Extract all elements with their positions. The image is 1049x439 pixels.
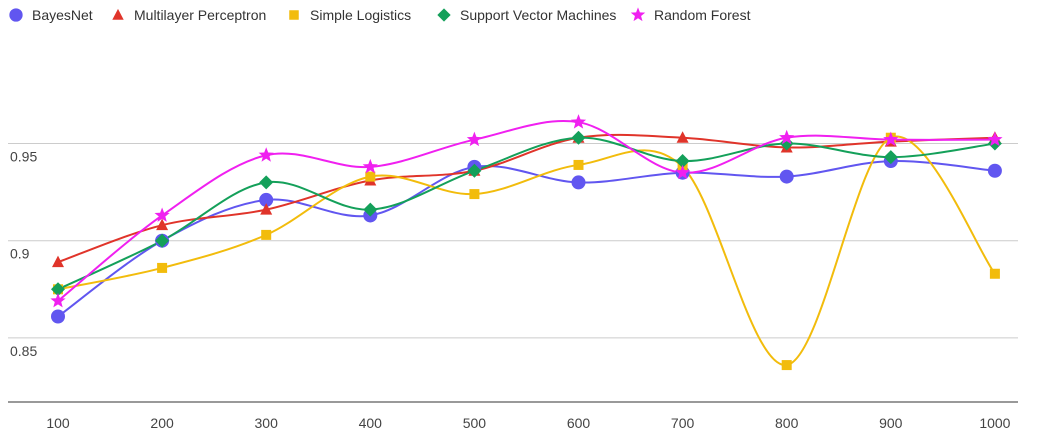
data-point-random-forest <box>50 292 66 308</box>
x-axis-ticks: 100 200 300 400 500 600 700 800 900 1000 <box>46 415 1010 431</box>
legend-item-multilayer-perceptron: Multilayer Perceptron <box>112 7 266 23</box>
series-lines <box>57 120 996 367</box>
x-tick-label: 600 <box>567 415 591 431</box>
legend-marker-bayesnet <box>9 8 23 22</box>
data-point-simple-logistics <box>989 268 1000 279</box>
x-tick-label: 800 <box>775 415 799 431</box>
series-line-bayesnet <box>57 160 995 318</box>
legend-label: Multilayer Perceptron <box>134 7 266 23</box>
series-line-random-forest <box>57 120 995 302</box>
y-axis-ticks: 0.85 0.9 0.95 <box>10 149 37 359</box>
data-point-multilayer-perceptron <box>676 131 689 143</box>
data-point-simple-logistics <box>365 171 376 182</box>
data-point-random-forest <box>258 147 274 162</box>
data-point-multilayer-perceptron <box>156 218 169 231</box>
y-tick-label: 0.85 <box>10 343 37 359</box>
data-point-simple-logistics <box>261 229 272 240</box>
data-point-multilayer-perceptron <box>52 255 64 268</box>
y-tick-label: 0.9 <box>10 246 30 262</box>
data-point-random-forest <box>362 158 378 174</box>
data-point-support-vector-machines <box>883 150 898 165</box>
x-tick-label: 900 <box>879 415 903 431</box>
legend-marker-support-vector-machines <box>437 8 451 22</box>
data-point-bayesnet <box>571 175 586 190</box>
data-point-simple-logistics <box>157 262 168 273</box>
data-point-support-vector-machines <box>155 233 170 248</box>
legend-label: Simple Logistics <box>310 7 411 23</box>
legend-label: Support Vector Machines <box>460 7 616 23</box>
legend-item-simple-logistics: Simple Logistics <box>289 7 411 23</box>
series-line-simple-logistics <box>57 135 996 367</box>
data-point-simple-logistics <box>469 189 480 200</box>
data-point-random-forest <box>570 114 587 129</box>
data-point-support-vector-machines <box>259 175 274 190</box>
legend-label: BayesNet <box>32 7 93 23</box>
series-line-multilayer-perceptron <box>57 133 995 264</box>
legend-item-bayesnet: BayesNet <box>9 7 93 23</box>
series-markers <box>50 114 1003 371</box>
data-point-random-forest <box>987 131 1003 147</box>
data-point-support-vector-machines <box>51 282 65 297</box>
y-tick-label: 0.95 <box>10 149 37 165</box>
legend-item-support-vector-machines: Support Vector Machines <box>437 7 616 23</box>
legend-marker-simple-logistics <box>289 10 299 20</box>
x-tick-label: 500 <box>463 415 487 431</box>
x-tick-label: 100 <box>46 415 70 431</box>
data-point-multilayer-perceptron <box>260 203 273 215</box>
gridlines <box>8 143 1018 403</box>
data-point-random-forest <box>883 131 899 147</box>
x-tick-label: 200 <box>150 415 174 431</box>
data-point-support-vector-machines <box>363 202 378 217</box>
data-point-bayesnet <box>779 169 794 184</box>
data-point-support-vector-machines <box>571 130 586 145</box>
legend-marker-random-forest <box>630 7 646 22</box>
data-point-simple-logistics <box>781 360 792 371</box>
data-point-random-forest <box>674 164 691 180</box>
data-point-random-forest <box>466 131 483 147</box>
legend-marker-multilayer-perceptron <box>112 8 124 20</box>
data-point-bayesnet <box>51 309 65 324</box>
data-point-bayesnet <box>259 192 274 207</box>
data-point-random-forest <box>154 207 170 222</box>
series-line-support-vector-machines <box>57 136 996 291</box>
x-tick-label: 300 <box>255 415 279 431</box>
data-point-support-vector-machines <box>467 163 482 178</box>
x-tick-label: 400 <box>359 415 383 431</box>
x-tick-label: 1000 <box>979 415 1010 431</box>
x-tick-label: 700 <box>671 415 695 431</box>
data-point-support-vector-machines <box>675 154 690 169</box>
data-point-simple-logistics <box>573 159 584 170</box>
legend: BayesNet Multilayer Perceptron Simple Logi… <box>9 7 751 23</box>
legend-label: Random Forest <box>654 7 751 23</box>
data-point-bayesnet <box>987 163 1002 178</box>
legend-item-random-forest: Random Forest <box>630 7 751 23</box>
data-point-random-forest <box>779 129 795 145</box>
